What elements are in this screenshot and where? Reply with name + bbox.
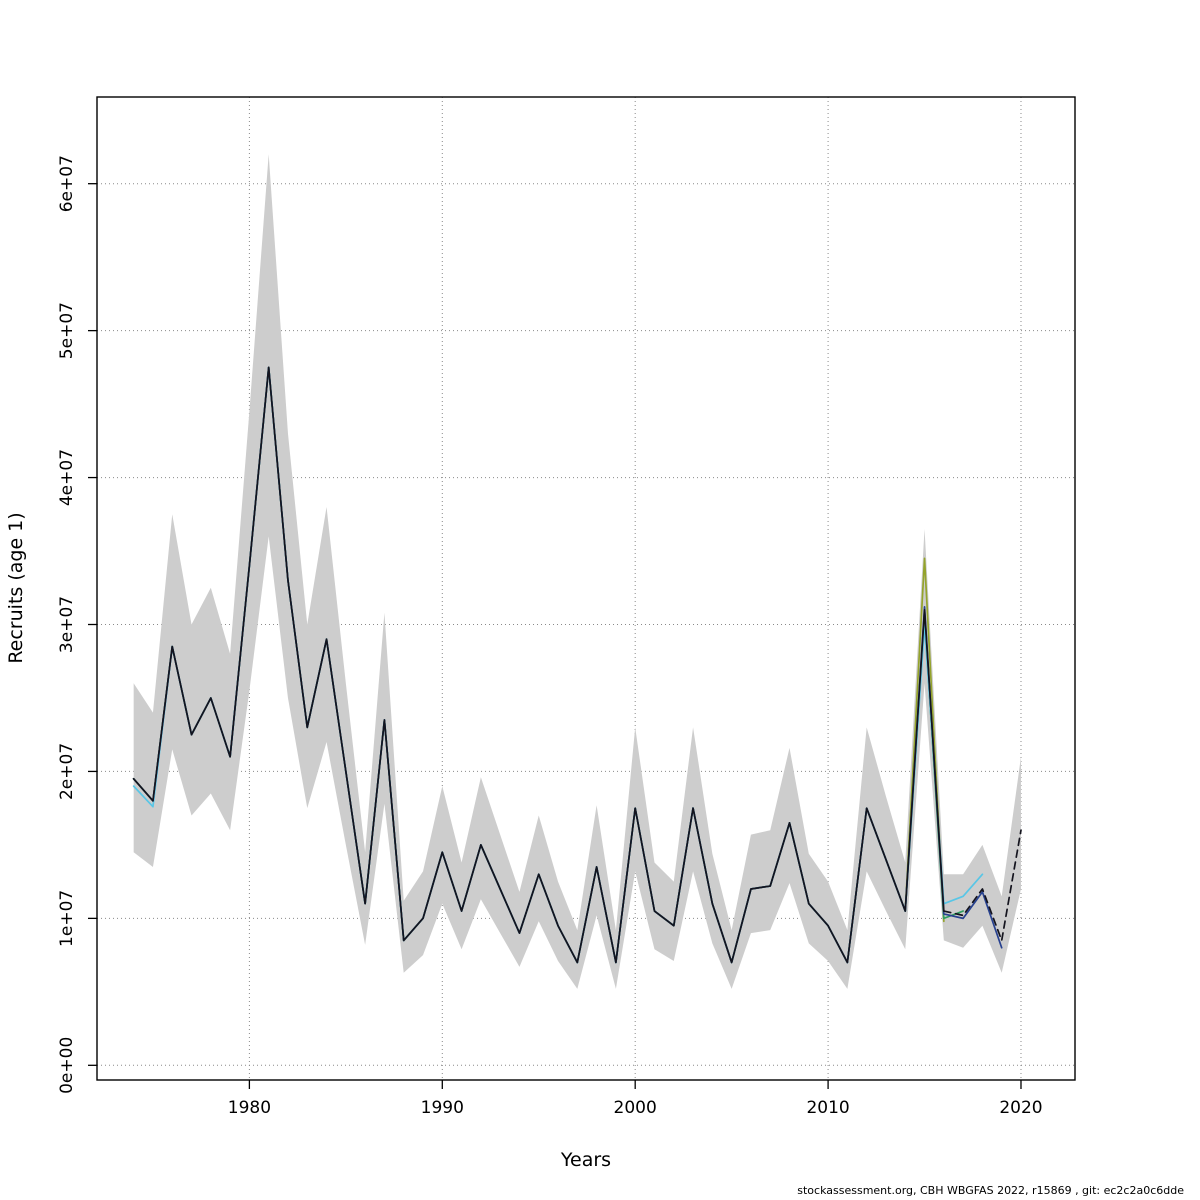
y-tick-label: 0e+00 <box>57 1037 77 1094</box>
x-tick-label: 1990 <box>421 1098 464 1118</box>
footer-credit: stockassessment.org, CBH WBGFAS 2022, r1… <box>797 1184 1184 1197</box>
plot-border <box>96 96 1076 1081</box>
y-axis-title: Recruits (age 1) <box>5 512 27 663</box>
series-assessment-2022 <box>132 366 945 964</box>
y-tick-label: 3e+07 <box>57 596 77 653</box>
series-assessment-2022-forecast <box>942 829 1022 942</box>
confidence-band <box>133 154 1021 989</box>
y-tick-label: 5e+07 <box>57 302 77 359</box>
x-tick-label: 2000 <box>614 1098 657 1118</box>
y-tick-label: 6e+07 <box>57 155 77 212</box>
x-tick-label: 2010 <box>806 1098 849 1118</box>
x-axis-title: Years <box>560 1149 611 1171</box>
x-tick-label: 2020 <box>999 1098 1042 1118</box>
y-tick-label: 4e+07 <box>57 449 77 506</box>
y-tick-label: 1e+07 <box>57 890 77 947</box>
y-tick-label: 2e+07 <box>57 743 77 800</box>
x-tick-label: 1980 <box>228 1098 271 1118</box>
